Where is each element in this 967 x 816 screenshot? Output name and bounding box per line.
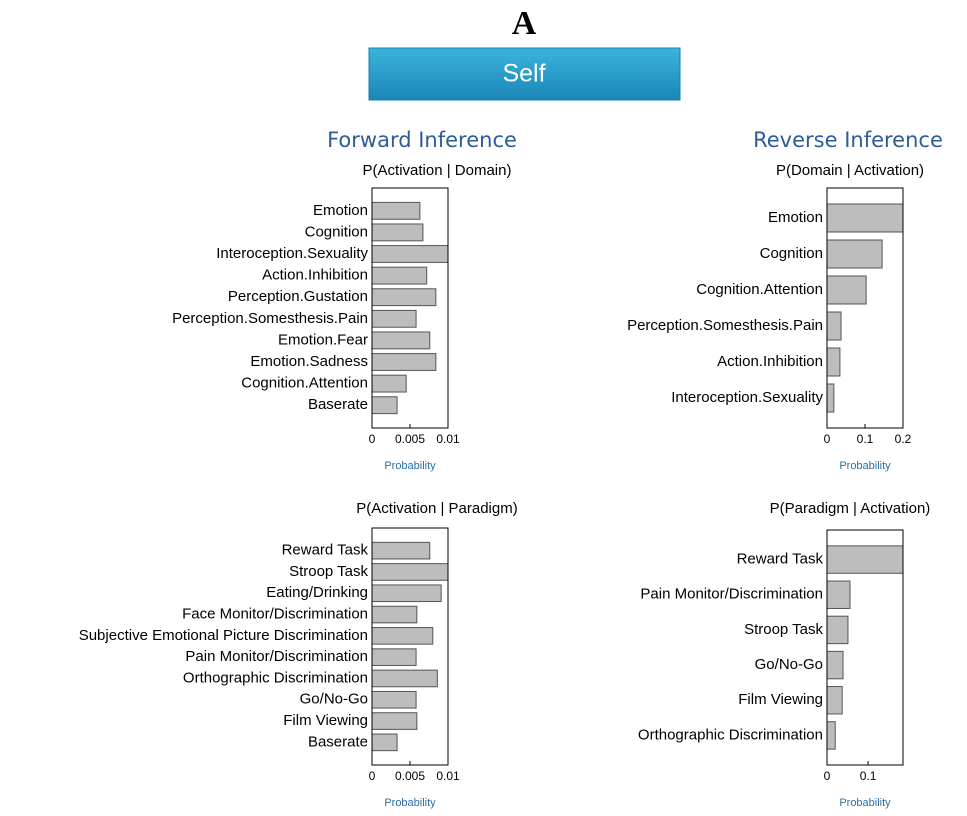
category-label: Face Monitor/Discrimination	[182, 606, 368, 623]
chart-title: P(Activation | Domain)	[363, 162, 512, 179]
bar	[371, 288, 437, 307]
bar	[826, 580, 851, 609]
bar	[826, 650, 844, 680]
category-label: Film Viewing	[283, 712, 368, 729]
category-label: Emotion	[313, 202, 368, 219]
category-label: Cognition.Attention	[241, 375, 368, 392]
category-label: Pain Monitor/Discrimination	[640, 586, 823, 603]
bar	[371, 353, 437, 371]
group-label: Self	[502, 60, 545, 88]
x-axis-label: Probability	[384, 797, 436, 809]
bar	[826, 615, 849, 645]
category-label: Action.Inhibition	[717, 353, 823, 370]
bar	[371, 690, 417, 709]
bar	[371, 396, 398, 415]
column-title: Reverse Inference	[753, 128, 943, 152]
category-label: Perception.Somesthesis.Pain	[627, 317, 823, 334]
x-tick-label: 0.1	[857, 432, 874, 446]
category-label: Emotion	[768, 209, 823, 226]
bar	[826, 275, 867, 305]
category-label: Cognition	[305, 223, 368, 240]
bar	[826, 721, 836, 750]
x-tick-label: 0.1	[860, 769, 877, 783]
group-box	[368, 47, 681, 101]
bar	[371, 541, 431, 560]
x-tick-label: 0.005	[395, 769, 425, 783]
bar	[371, 712, 418, 730]
category-label: Emotion.Fear	[278, 331, 368, 348]
category-label: Interoception.Sexuality	[671, 389, 823, 406]
category-label: Go/No-Go	[755, 656, 823, 673]
category-label: Reward Task	[282, 542, 369, 559]
x-tick-label: 0	[369, 769, 376, 783]
bar	[371, 627, 434, 645]
category-label: Orthographic Discrimination	[183, 669, 368, 686]
chart-title: P(Activation | Paradigm)	[356, 500, 517, 517]
bar	[826, 686, 843, 715]
bar	[371, 331, 431, 350]
x-axis-label: Probability	[839, 460, 891, 472]
bar	[371, 374, 407, 393]
category-label: Baserate	[308, 396, 368, 413]
bar	[371, 648, 417, 666]
category-label: Emotion.Sadness	[250, 353, 368, 370]
x-tick-label: 0.005	[395, 432, 425, 446]
bar	[371, 245, 449, 263]
bar	[371, 605, 418, 624]
bar	[826, 347, 841, 377]
plot-frame	[826, 529, 904, 766]
category-label: Orthographic Discrimination	[638, 726, 823, 743]
category-label: Film Viewing	[738, 691, 823, 708]
panel-label: A	[512, 5, 537, 42]
category-label: Action.Inhibition	[262, 267, 368, 284]
bar	[371, 309, 417, 328]
category-label: Reward Task	[737, 551, 824, 568]
category-label: Go/No-Go	[300, 691, 368, 708]
category-label: Subjective Emotional Picture Discriminat…	[79, 627, 368, 644]
bar	[371, 201, 421, 220]
category-label: Eating/Drinking	[266, 584, 368, 601]
category-label: Perception.Gustation	[228, 288, 368, 305]
x-tick-label: 0.01	[436, 769, 460, 783]
category-label: Pain Monitor/Discrimination	[185, 648, 368, 665]
chart-title: P(Domain | Activation)	[776, 162, 924, 179]
bar	[371, 733, 398, 752]
bar	[371, 563, 449, 581]
bar	[826, 239, 883, 269]
category-label: Perception.Somesthesis.Pain	[172, 310, 368, 327]
x-tick-label: 0.01	[436, 432, 460, 446]
chart-title: P(Paradigm | Activation)	[770, 500, 931, 517]
column-title: Forward Inference	[327, 128, 517, 152]
bar	[826, 311, 842, 341]
category-label: Stroop Task	[289, 563, 368, 580]
bar	[371, 223, 424, 242]
x-tick-label: 0	[824, 432, 831, 446]
category-label: Baserate	[308, 733, 368, 750]
x-tick-label: 0.2	[895, 432, 912, 446]
category-label: Stroop Task	[744, 621, 823, 638]
x-axis-label: Probability	[384, 460, 436, 472]
category-label: Interoception.Sexuality	[216, 245, 368, 262]
bar	[826, 545, 904, 574]
bar	[826, 383, 835, 413]
bar	[826, 203, 904, 233]
bar	[371, 266, 428, 285]
bar	[371, 669, 438, 688]
x-tick-label: 0	[824, 769, 831, 783]
bar	[371, 584, 442, 603]
category-label: Cognition	[760, 245, 823, 262]
x-tick-label: 0	[369, 432, 376, 446]
x-axis-label: Probability	[839, 797, 891, 809]
category-label: Cognition.Attention	[696, 281, 823, 298]
